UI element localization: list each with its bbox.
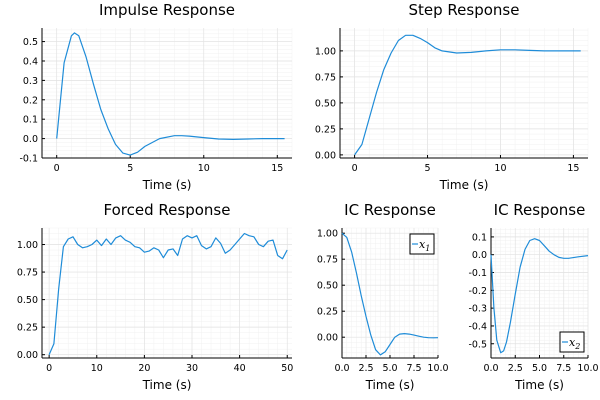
y-tick-label: 0.0 [472,250,487,261]
series-line-series1 [48,232,288,355]
subplot-5: 0.0 2.5 5.0 7.5 10.0 -0.5 -0.4 -0.3 -0.2 -0.1 0.0 0… [468,201,598,392]
y-tick-label: 0.1 [23,115,38,126]
chart-title: IC Response [344,201,436,219]
y-tick-label: 0.2 [23,95,38,106]
x-tick-label: 15 [567,163,579,174]
x-tick-label: 5 [425,163,431,174]
y-tick-label: 1.00 [315,46,336,57]
y-tick-label: 0.50 [315,98,336,109]
x-axis-label: Time (s) [439,178,489,192]
y-tick-label: -0.2 [468,286,487,297]
y-tick-label: 0.75 [317,255,338,266]
chart-title: Forced Response [104,201,231,219]
subplot-4: 0.0 2.5 5.0 7.5 10.0 0.00 0.25 0.50 0.75 1.00 IC R… [317,201,449,392]
x-tick-label: 2.5 [508,363,523,374]
y-tick-label: 0.4 [23,56,38,67]
y-tick-label: -0.5 [468,339,487,350]
y-tick-label: 0.00 [17,350,38,361]
legend: x1 [409,233,435,255]
y-tick-label: -0.1 [468,268,487,279]
x-tick-label: 2.5 [358,363,373,374]
x-tick-label: 15 [271,163,283,174]
y-tick-label: 0.75 [315,72,336,83]
subplot-3: 0 10 20 30 40 50 0.00 0.25 0.50 0.75 1.00 Forced Re… [17,201,293,392]
y-tick-label: 1.00 [17,240,38,251]
y-tick-label: 0.00 [317,333,338,344]
x-axis-label: Time (s) [365,378,415,392]
series-line-x2 [490,238,589,354]
x-tick-label: 0 [352,163,358,174]
y-tick-label: 0.00 [315,150,336,161]
chart-title: Impulse Response [99,1,235,19]
x-tick-label: 7.5 [556,363,571,374]
legend-box [559,331,585,353]
legend: x2 [559,331,585,353]
x-tick-label: 40 [234,363,246,374]
legend-entry: x1 [419,238,430,253]
y-tick-label: 0.25 [317,307,338,318]
y-tick-label: 0.1 [472,232,487,243]
x-tick-label: 10.0 [427,363,448,374]
y-tick-label: 0.5 [23,37,38,48]
x-tick-label: 5.0 [532,363,547,374]
y-tick-label: -0.3 [468,304,487,315]
x-tick-label: 5 [127,163,133,174]
legend-entry: x2 [569,336,580,351]
y-tick-label: 0.75 [17,268,38,279]
x-tick-label: 7.5 [406,363,421,374]
x-tick-label: 0.0 [483,363,498,374]
y-tick-label: 0.3 [23,76,38,87]
x-tick-label: 10 [91,363,103,374]
x-tick-label: 50 [281,363,293,374]
chart-title: IC Response [494,201,586,219]
y-tick-label: -0.1 [19,154,38,165]
series-line-x1 [341,232,439,356]
y-tick-label: 0.50 [317,281,338,292]
x-tick-label: 5.0 [382,363,397,374]
y-tick-label: 0.25 [315,124,336,135]
y-tick-label: 1.00 [317,229,338,240]
x-tick-label: 30 [186,363,198,374]
x-tick-label: 10 [198,163,210,174]
y-tick-label: 0.0 [23,134,38,145]
subplot-2: 0 5 10 15 0.00 0.25 0.50 0.75 1.00 Step Response T… [315,1,589,192]
series-line-series1 [354,34,581,156]
y-tick-label: 0.50 [17,295,38,306]
series-line-series1 [56,32,285,156]
x-tick-label: 0.0 [334,363,349,374]
x-tick-label: 0 [54,163,60,174]
x-tick-label: 20 [138,363,150,374]
x-tick-label: 0 [46,363,52,374]
y-tick-label: 0.25 [17,323,38,334]
subplot-1: 0 5 10 15 -0.1 0.0 0.1 0.2 0.3 0.4 0.5 Impulse Resp… [19,1,293,192]
chart-title: Step Response [409,1,520,19]
x-axis-label: Time (s) [142,178,192,192]
x-axis-label: Time (s) [514,378,564,392]
y-tick-label: -0.4 [468,321,487,332]
legend-box [409,233,435,255]
x-axis-label: Time (s) [142,378,192,392]
x-tick-label: 10 [494,163,506,174]
x-tick-label: 10.0 [577,363,598,374]
